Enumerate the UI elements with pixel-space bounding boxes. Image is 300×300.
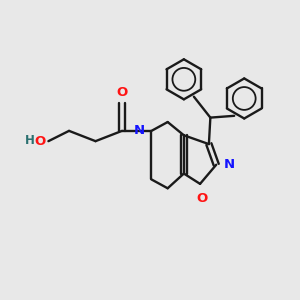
Text: N: N [134,124,145,137]
Text: H: H [24,134,34,147]
Text: O: O [35,135,46,148]
Text: O: O [116,86,128,99]
Text: O: O [196,192,207,205]
Text: N: N [223,158,234,171]
